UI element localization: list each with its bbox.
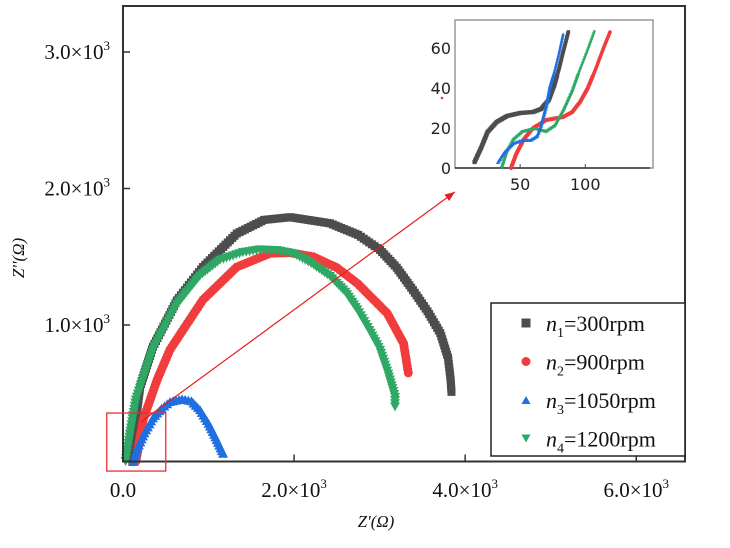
- series-n2=900rpm: [131, 248, 413, 466]
- legend-marker-circle: [521, 357, 531, 366]
- y-tick-exponent: 3: [104, 311, 111, 326]
- zoom-arrow-head: [444, 191, 455, 202]
- x-axis-title: Z'(Ω): [358, 512, 395, 531]
- legend-var: n: [546, 388, 557, 413]
- inset-x-tick-label: 100: [570, 175, 601, 194]
- y-tick-exponent: 3: [104, 175, 111, 190]
- legend-value: =900rpm: [564, 350, 645, 375]
- main-plot-marks: [120, 213, 456, 466]
- legend-item: n4=1200rpm: [521, 427, 656, 457]
- inset-point-circle: [608, 30, 612, 34]
- inset-y-tick-label: 20: [431, 119, 451, 138]
- legend-subscript: 2: [557, 365, 564, 380]
- y-axis-title: Z''(Ω): [9, 237, 28, 278]
- inset-y-tick-label: 0: [441, 159, 451, 178]
- legend-subscript: 3: [557, 403, 564, 418]
- legend-item: n1=300rpm: [521, 311, 645, 341]
- inset-x-tick-label: 50: [510, 175, 530, 194]
- inset-series-n2=900rpm: [508, 30, 612, 171]
- axis-ticks: 0.0 2.0×103 4.0×103 6.0×103 1.0×103 2.0×103 3.…: [44, 38, 669, 502]
- data-point-triangle-up: [218, 448, 229, 458]
- legend-label: n1=300rpm: [546, 311, 645, 341]
- inset-plot: 50 100 0 20 40 60: [431, 19, 654, 194]
- x-tick-label: 2.0×103: [261, 476, 327, 502]
- legend-value: =1200rpm: [564, 427, 656, 452]
- x-tick-label: 6.0×103: [603, 476, 669, 502]
- legend-value: =300rpm: [564, 311, 645, 336]
- x-tick-exponent: 3: [320, 476, 327, 491]
- series-n3=1050rpm: [128, 394, 229, 466]
- x-tick-exponent: 3: [663, 476, 670, 491]
- y-tick-label: 2.0×103: [44, 175, 110, 201]
- inset-series-n3=1050rpm: [495, 32, 565, 164]
- inset-point-square: [566, 30, 571, 34]
- inset-y-tick-label: 60: [431, 39, 451, 58]
- y-tick-exponent: 3: [104, 38, 111, 53]
- legend-subscript: 4: [557, 442, 564, 457]
- legend-var: n: [546, 311, 557, 336]
- inset-y-tick-label: 40: [431, 79, 451, 98]
- legend-subscript: 1: [557, 326, 564, 341]
- legend-value: =1050rpm: [564, 388, 656, 413]
- zoom-annotations: [106, 191, 456, 472]
- plot-frame: [122, 5, 686, 463]
- inset-point-triangle-down: [592, 30, 597, 34]
- y-tick-label: 3.0×103: [44, 38, 110, 64]
- legend-item: n3=1050rpm: [521, 388, 656, 418]
- zoom-arrow-line: [140, 191, 456, 423]
- stray-red-dot: [440, 96, 444, 100]
- x-tick-exponent: 3: [491, 476, 498, 491]
- y-tick-label: 1.0×103: [44, 311, 110, 337]
- data-point-triangle-down: [390, 402, 401, 412]
- zoom-region-box: [106, 412, 167, 472]
- legend-var: n: [546, 350, 557, 375]
- inset-marks: [472, 30, 612, 171]
- legend-box: [490, 302, 686, 457]
- legend-label: n4=1200rpm: [546, 427, 656, 457]
- inset-ticks: 50 100 0 20 40 60: [431, 39, 601, 194]
- data-point-square: [447, 387, 456, 396]
- inset-background: [454, 19, 654, 169]
- legend-item: n2=900rpm: [521, 350, 645, 380]
- series-n4=1200rpm: [120, 245, 401, 466]
- x-tick-label: 4.0×103: [432, 476, 498, 502]
- x-tick-label: 0.0: [110, 478, 136, 502]
- legend-marker-triangle-down: [521, 434, 531, 443]
- legend-label: n3=1050rpm: [546, 388, 656, 418]
- legend-marker-square: [521, 318, 531, 328]
- legend-marker-triangle-up: [521, 395, 531, 405]
- legend-label: n2=900rpm: [546, 350, 645, 380]
- inset-point-triangle-up: [561, 32, 565, 36]
- data-point-circle: [403, 368, 413, 378]
- legend-var: n: [546, 427, 557, 452]
